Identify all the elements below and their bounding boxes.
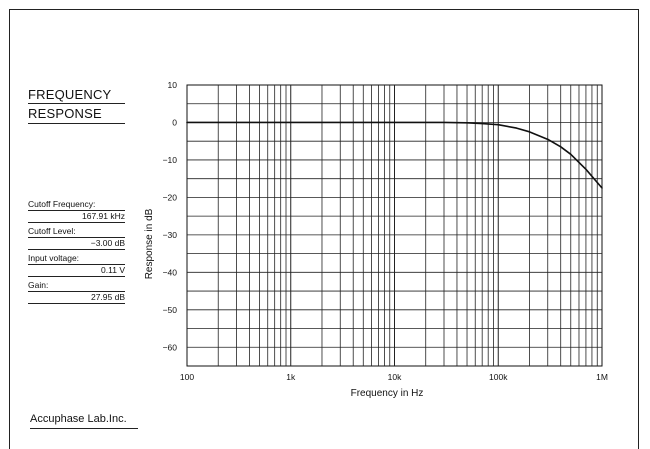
spec-label-cutoff-level: Cutoff Level: [28,226,76,236]
spec-line [28,249,125,250]
spec-line [28,291,125,292]
y-axis-label: Response in dB [144,208,155,279]
spec-label-cutoff-frequency: Cutoff Frequency: [28,199,96,209]
spec-line [28,222,125,223]
y-tick-label: −40 [163,267,178,277]
spec-label-input-voltage: Input voltage: [28,253,80,263]
spec-value-cutoff-frequency: 167.91 kHz [82,211,125,221]
chart-grid [186,84,603,367]
spec-line [28,303,125,304]
panel-title-line1: FREQUENCY [28,87,112,102]
brand-label: Accuphase Lab.Inc. [30,413,127,425]
spec-line [28,264,125,265]
y-tick-label: −10 [163,155,178,165]
spec-value-cutoff-level: −3.00 dB [90,238,125,248]
spec-label-gain: Gain: [28,280,49,290]
spec-value-gain: 27.95 dB [90,292,125,302]
chart-frame [9,9,639,449]
x-tick-label: 10k [388,372,402,382]
x-axis-label: Frequency in Hz [351,388,424,399]
title-underline-2 [28,123,125,124]
panel-title-line2: RESPONSE [28,106,102,121]
title-underline-1 [28,103,125,104]
y-tick-label: 0 [172,117,177,127]
y-tick-label: 10 [168,80,178,90]
x-tick-label: 1k [286,372,296,382]
y-tick-label: −50 [163,305,178,315]
chart-curve [186,121,603,189]
x-tick-label: 100 [180,372,194,382]
x-tick-label: 1M [596,372,608,382]
y-tick-label: −20 [163,192,178,202]
brand-underline [30,428,138,429]
spec-value-input-voltage: 0.11 V [101,265,125,275]
spec-line [28,237,125,238]
y-tick-label: −60 [163,342,178,352]
y-tick-label: −30 [163,230,178,240]
spec-line [28,210,125,211]
spec-line [28,276,125,277]
response-curve-line [186,121,603,189]
x-tick-label: 100k [489,372,508,382]
